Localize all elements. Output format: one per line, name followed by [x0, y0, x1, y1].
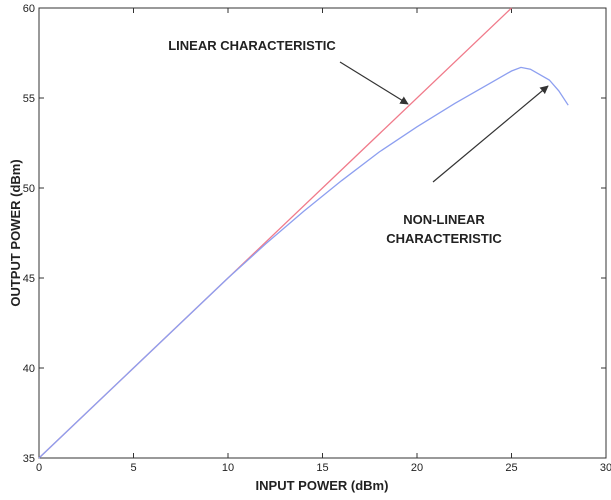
x-tick-label: 10: [222, 462, 234, 474]
series-line: [38, 66, 569, 459]
x-tick-label: 5: [130, 462, 136, 474]
annotation-text: LINEAR CHARACTERISTIC: [168, 38, 336, 53]
y-tick-label: 50: [23, 183, 35, 195]
y-tick-label: 40: [23, 363, 35, 375]
x-tick-label: 0: [36, 462, 42, 474]
y-axis-label: OUTPUT POWER (dBm): [8, 159, 23, 306]
annotation-arrow: [432, 85, 549, 183]
annotation-text: NON-LINEAR: [403, 212, 485, 227]
x-axis-label: INPUT POWER (dBm): [256, 478, 389, 493]
x-tick-label: 20: [411, 462, 423, 474]
annotation-arrow: [339, 61, 409, 105]
x-tick-label: 30: [600, 462, 611, 474]
y-tick-label: 60: [23, 3, 35, 15]
y-tick-label: 35: [23, 453, 35, 465]
annotation-text: CHARACTERISTIC: [386, 231, 502, 246]
plot-frame: [38, 7, 607, 459]
x-tick-label: 25: [505, 462, 517, 474]
y-tick-label: 45: [23, 273, 35, 285]
y-tick-label: 55: [23, 93, 35, 105]
x-tick-label: 15: [316, 462, 328, 474]
